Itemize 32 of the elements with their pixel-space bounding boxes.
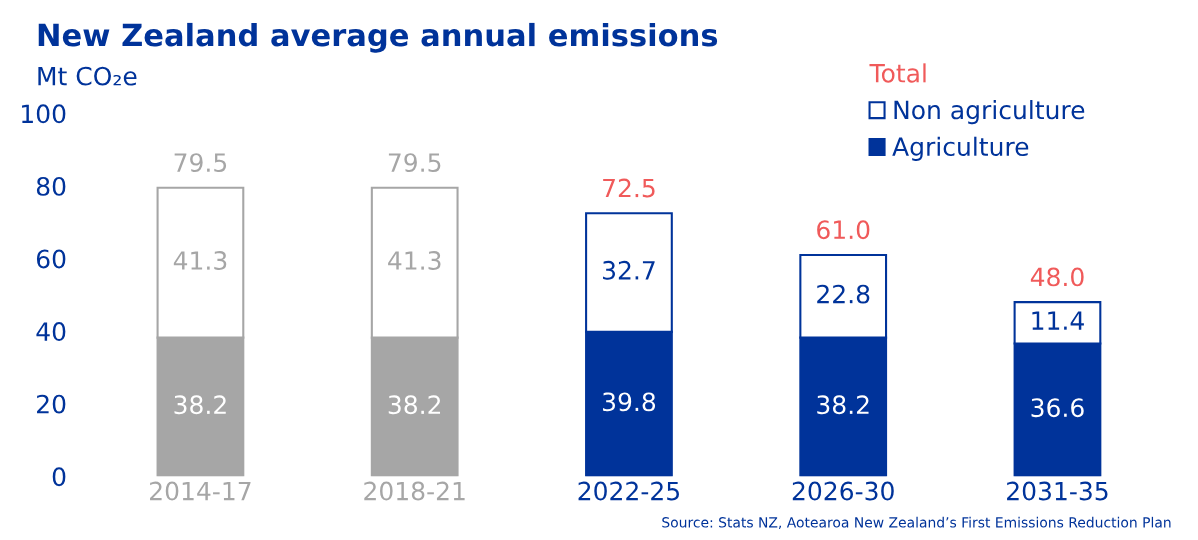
total-label: 79.5 [174, 153, 227, 173]
data-label: 38.2 [817, 395, 869, 415]
total-label: 72.5 [603, 178, 655, 198]
data-label: 41.3 [388, 251, 441, 270]
x-tick-label: 2031-35 [1007, 481, 1108, 501]
y-tick-label: 100 [22, 104, 66, 124]
y-axis-title: Mt CO₂e [38, 66, 137, 86]
x-tick-label: 2022-25 [578, 481, 679, 501]
data-label: 38.2 [174, 395, 226, 415]
total-label: 48.0 [1030, 267, 1084, 287]
data-label: 39.8 [603, 392, 656, 412]
data-label: 38.2 [388, 395, 441, 415]
total-label: 61.0 [817, 220, 870, 240]
data-label: 22.8 [817, 284, 870, 304]
x-tick-label: 2014-17 [150, 481, 251, 501]
data-label: 36.6 [1031, 398, 1084, 418]
y-tick-label: 60 [36, 249, 66, 269]
y-tick-label: 40 [36, 322, 66, 341]
data-label: 32.7 [603, 260, 655, 280]
x-tick-label: 2018-21 [364, 481, 465, 501]
data-label: 11.4 [1032, 311, 1084, 330]
total-label: 79.5 [388, 153, 441, 173]
y-tick-label: 0 [52, 467, 66, 487]
chart-title: New Zealand average annual emissions [38, 22, 718, 53]
data-label: 41.3 [173, 251, 227, 270]
legend-title: Total [869, 63, 926, 83]
y-tick-label: 20 [37, 394, 66, 414]
legend-label: Agriculture [892, 136, 1029, 161]
x-tick-label: 2026-30 [792, 481, 894, 501]
source-note: Source: Stats NZ, Aotearoa New Zealand’s First Emissions Reduction Plan [662, 516, 1171, 530]
legend-label: Non agriculture [894, 100, 1085, 125]
y-tick-label: 80 [36, 176, 66, 196]
